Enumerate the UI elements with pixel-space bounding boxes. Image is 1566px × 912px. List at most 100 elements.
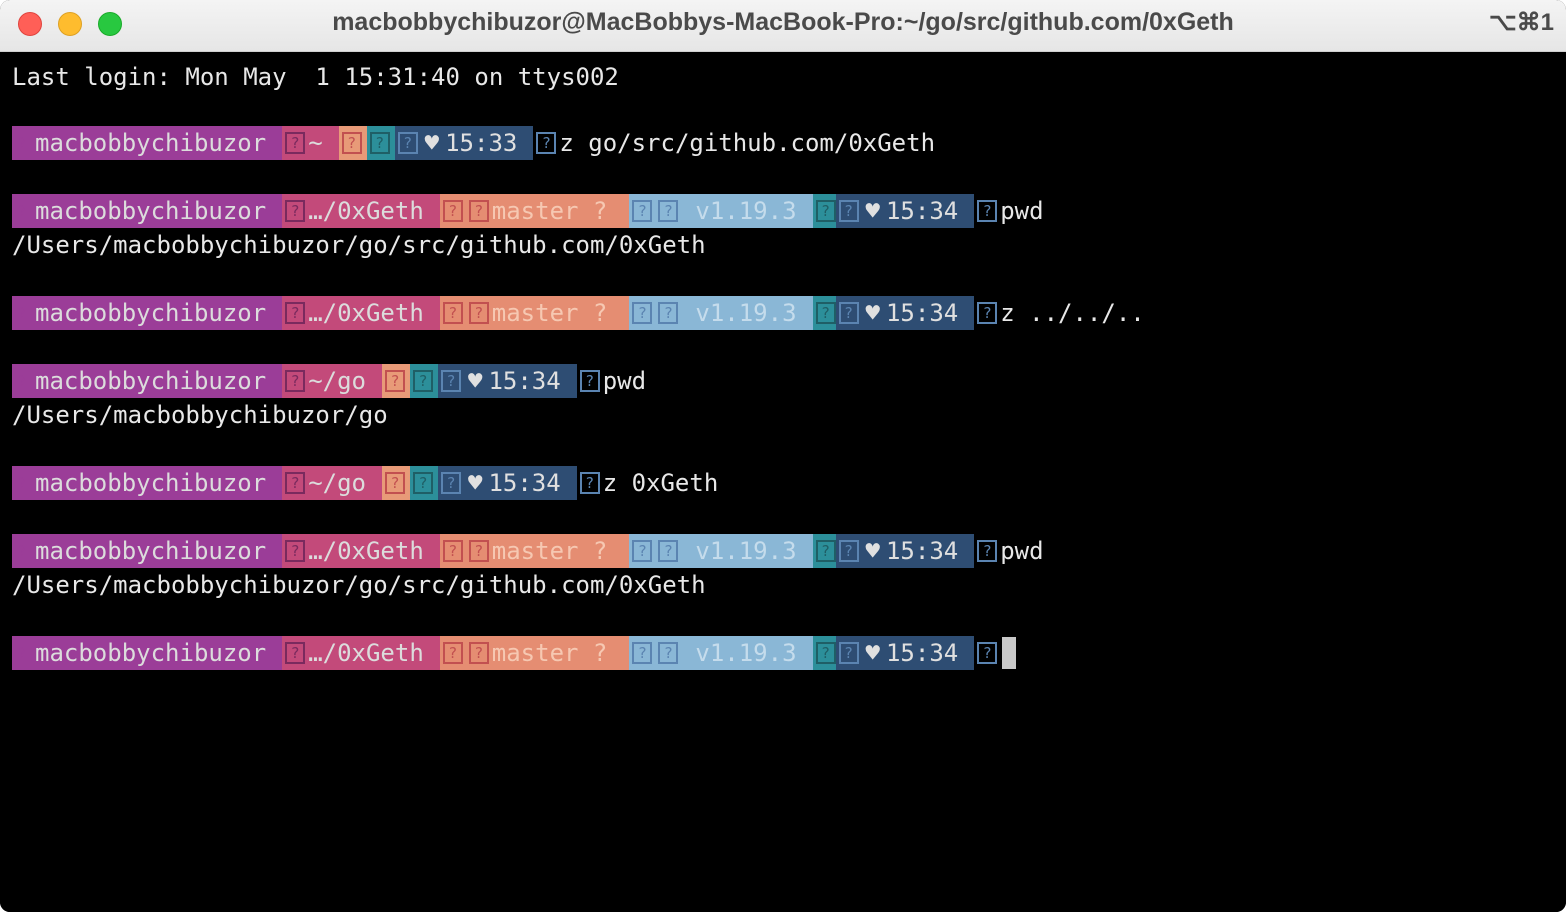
output-line: /Users/macbobbychibuzor/go/src/github.co… [12, 568, 706, 602]
prompt-start-icon: ? [12, 302, 32, 324]
prompt-start-icon: ? [12, 132, 32, 154]
command-text: pwd [1000, 534, 1043, 568]
prompt-teal-segment: ? [813, 636, 836, 670]
heart-icon: ♥ [866, 197, 880, 225]
prompt-user: macbobbychibuzor [35, 299, 266, 327]
title-bar: macbobbychibuzor@MacBobbys-MacBook-Pro:~… [0, 0, 1566, 52]
language-icon: ? [632, 540, 652, 562]
prompt-user-segment: ? macbobbychibuzor [12, 296, 282, 330]
prompt-teal-segment: ? [813, 194, 836, 228]
folder-icon: ? [285, 200, 305, 222]
prompt-time-segment: ? ♥ 15:34 [438, 466, 577, 500]
git-icon: ? [385, 370, 405, 392]
status-icon: ? [413, 370, 433, 392]
prompt-git-segment: ?? master ? [440, 534, 630, 568]
prompt-dir-segment: ? ~ [282, 126, 338, 160]
prompt-end-icon: ? [977, 642, 997, 664]
prompt-dir-segment: ? …/0xGeth [282, 534, 440, 568]
prompt-dir-segment: ? …/0xGeth [282, 296, 440, 330]
git-icon: ? [443, 302, 463, 324]
prompt-dir: ~/go [308, 367, 366, 395]
prompt-line-current[interactable]: ? macbobbychibuzor ? …/0xGeth ?? master ? ?… [12, 636, 1016, 670]
command-text: z go/src/github.com/0xGeth [559, 126, 935, 160]
branch-icon: ? [469, 200, 489, 222]
prompt-teal-segment: ? [813, 296, 836, 330]
prompt-line: ? macbobbychibuzor ? …/0xGeth ?? master ? ?… [12, 194, 1044, 228]
status-icon: ? [370, 132, 390, 154]
branch-icon: ? [469, 540, 489, 562]
folder-icon: ? [285, 370, 305, 392]
heart-icon: ♥ [425, 129, 439, 157]
prompt-user: macbobbychibuzor [35, 639, 266, 667]
output-line: /Users/macbobbychibuzor/go/src/github.co… [12, 228, 706, 262]
prompt-dir: ~ [308, 129, 322, 157]
prompt-time-segment: ? ♥ 15:33 [395, 126, 534, 160]
terminal-content[interactable]: Last login: Mon May 1 15:31:40 on ttys00… [0, 53, 1566, 912]
prompt-go-segment: ?? v1.19.3 [629, 636, 812, 670]
prompt-user: macbobbychibuzor [35, 129, 266, 157]
prompt-line: ? macbobbychibuzor ? ~/go ? ? ? ♥ 15:34 ? pw… [12, 364, 646, 398]
prompt-end-icon: ? [580, 370, 600, 392]
prompt-time: 15:34 [886, 537, 958, 565]
command-text: pwd [603, 364, 646, 398]
separator-icon: ? [839, 200, 859, 222]
git-icon: ? [443, 540, 463, 562]
git-branch: master ? [492, 299, 608, 327]
separator-icon: ? [441, 472, 461, 494]
git-icon: ? [443, 200, 463, 222]
folder-icon: ? [285, 472, 305, 494]
prompt-time-segment: ? ♥ 15:34 [836, 636, 975, 670]
prompt-user: macbobbychibuzor [35, 367, 266, 395]
prompt-git-segment: ?? master ? [440, 194, 630, 228]
prompt-end-icon: ? [977, 540, 997, 562]
prompt-go-segment: ?? v1.19.3 [629, 296, 812, 330]
heart-icon: ♥ [468, 367, 482, 395]
prompt-line: ? macbobbychibuzor ? …/0xGeth ?? master ? ?… [12, 534, 1044, 568]
gopher-icon: ? [658, 540, 678, 562]
prompt-dir: …/0xGeth [308, 299, 424, 327]
prompt-start-icon: ? [12, 200, 32, 222]
prompt-time-segment: ? ♥ 15:34 [438, 364, 577, 398]
prompt-start-icon: ? [12, 370, 32, 392]
prompt-user-segment: ? macbobbychibuzor [12, 466, 282, 500]
text-cursor[interactable] [1002, 637, 1016, 669]
prompt-dir-segment: ? ~/go [282, 364, 382, 398]
prompt-user-segment: ? macbobbychibuzor [12, 534, 282, 568]
prompt-start-icon: ? [12, 642, 32, 664]
prompt-line: ? macbobbychibuzor ? …/0xGeth ?? master ? ?… [12, 296, 1145, 330]
prompt-dir: ~/go [308, 469, 366, 497]
prompt-user-segment: ? macbobbychibuzor [12, 364, 282, 398]
prompt-user-segment: ? macbobbychibuzor [12, 194, 282, 228]
prompt-go-segment: ?? v1.19.3 [629, 194, 812, 228]
prompt-line: ? macbobbychibuzor ? ~/go ? ? ? ♥ 15:34 ? z … [12, 466, 718, 500]
last-login-line: Last login: Mon May 1 15:31:40 on ttys00… [12, 60, 619, 94]
prompt-dir-segment: ? …/0xGeth [282, 636, 440, 670]
prompt-dir: …/0xGeth [308, 639, 424, 667]
go-version: v1.19.3 [695, 299, 796, 327]
go-version: v1.19.3 [695, 639, 796, 667]
prompt-line: ? macbobbychibuzor ? ~ ? ? ? ♥ 15:33 ? z go/… [12, 126, 935, 160]
prompt-user: macbobbychibuzor [35, 537, 266, 565]
command-text: z 0xGeth [603, 466, 719, 500]
gopher-icon: ? [658, 200, 678, 222]
language-icon: ? [632, 302, 652, 324]
prompt-end-icon: ? [977, 302, 997, 324]
gopher-icon: ? [658, 302, 678, 324]
prompt-user: macbobbychibuzor [35, 197, 266, 225]
prompt-end-icon: ? [536, 132, 556, 154]
separator-icon: ? [839, 540, 859, 562]
status-icon: ? [816, 642, 836, 664]
output-line: /Users/macbobbychibuzor/go [12, 398, 388, 432]
separator-icon: ? [839, 302, 859, 324]
prompt-git-segment: ? [382, 364, 410, 398]
language-icon: ? [632, 200, 652, 222]
prompt-time-segment: ? ♥ 15:34 [836, 194, 975, 228]
prompt-lang-segment: ? [410, 364, 438, 398]
prompt-time: 15:34 [886, 639, 958, 667]
separator-icon: ? [839, 642, 859, 664]
prompt-git-segment: ? [339, 126, 367, 160]
prompt-git-segment: ? [382, 466, 410, 500]
prompt-dir-segment: ? ~/go [282, 466, 382, 500]
window-title: macbobbychibuzor@MacBobbys-MacBook-Pro:~… [0, 8, 1566, 37]
branch-icon: ? [469, 642, 489, 664]
